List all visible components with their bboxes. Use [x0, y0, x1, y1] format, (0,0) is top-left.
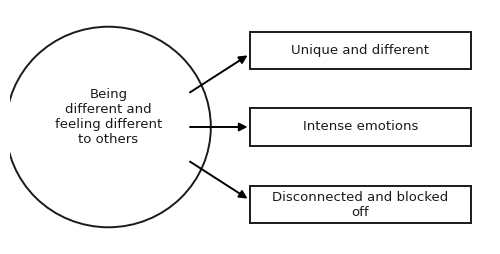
FancyBboxPatch shape: [250, 32, 471, 69]
Text: Being
different and
feeling different
to others: Being different and feeling different to…: [55, 88, 162, 147]
Text: Intense emotions: Intense emotions: [302, 120, 418, 134]
FancyBboxPatch shape: [250, 186, 471, 223]
Text: Unique and different: Unique and different: [292, 44, 430, 57]
Text: Disconnected and blocked
off: Disconnected and blocked off: [272, 190, 448, 219]
FancyBboxPatch shape: [250, 108, 471, 146]
